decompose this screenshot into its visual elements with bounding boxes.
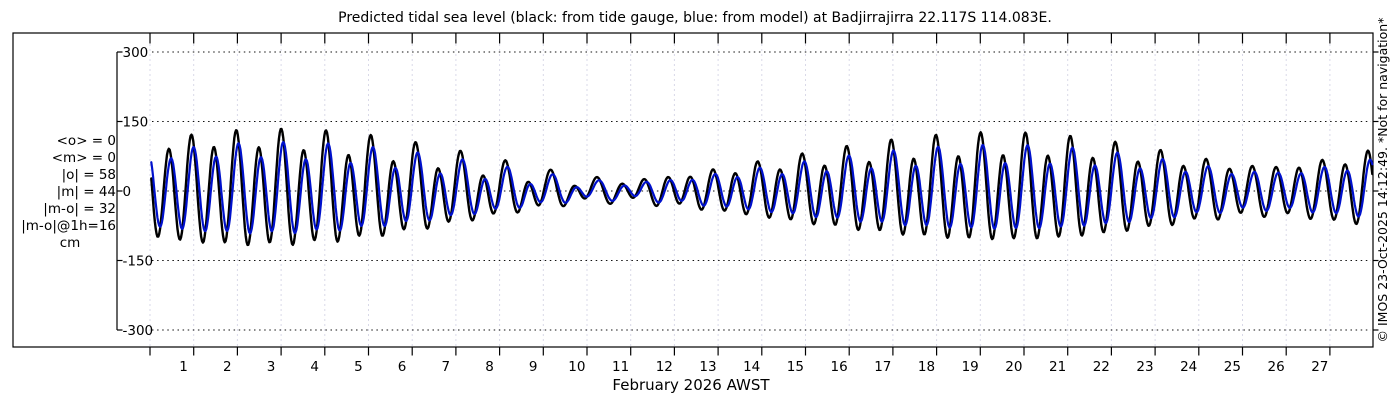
stat-abs-model: |m| = 44 — [57, 184, 116, 200]
x-day-label: 11 — [612, 359, 629, 375]
x-day-label: 7 — [442, 359, 451, 375]
y-tick-label: -150 — [123, 253, 154, 269]
tide-curve-observed — [150, 127, 1374, 247]
x-day-label: 27 — [1311, 359, 1328, 375]
x-day-label: 24 — [1180, 359, 1197, 375]
y-tick-label: 150 — [123, 114, 149, 130]
x-day-label: 26 — [1268, 359, 1285, 375]
tide-curve-model — [150, 140, 1374, 235]
stat-mean-observed: <o> = 0 — [57, 133, 116, 149]
x-day-label: 8 — [485, 359, 494, 375]
x-day-label: 10 — [568, 359, 585, 375]
x-day-label: 4 — [310, 359, 319, 375]
x-day-label: 20 — [1005, 359, 1022, 375]
x-day-label: 21 — [1049, 359, 1066, 375]
stat-abs-diff-1h: |m-o|@1h=16 — [21, 218, 116, 234]
x-day-label: 3 — [267, 359, 276, 375]
x-day-label: 18 — [918, 359, 935, 375]
stat-unit-label: cm — [60, 235, 81, 251]
month-label: February 2026 AWST — [612, 376, 770, 394]
y-tick-label: 300 — [123, 45, 149, 61]
y-tick-label: 0 — [123, 184, 132, 200]
x-day-label: 6 — [398, 359, 407, 375]
x-day-label: 23 — [1136, 359, 1153, 375]
stat-abs-observed: |o| = 58 — [62, 167, 116, 183]
x-day-label: 16 — [831, 359, 848, 375]
tide-curves — [150, 127, 1374, 247]
x-day-label: 5 — [354, 359, 363, 375]
x-day-label: 13 — [699, 359, 716, 375]
x-day-label: 22 — [1093, 359, 1110, 375]
stat-mean-model: <m> = 0 — [52, 150, 116, 166]
axis-ticks — [117, 33, 1379, 356]
copyright-note: © IMOS 23-Oct-2025 14:12:49. *Not for na… — [1375, 18, 1390, 343]
stat-abs-diff: |m-o| = 32 — [43, 201, 116, 217]
x-day-label: 14 — [743, 359, 760, 375]
stats-block: <o> = 0 <m> = 0 |o| = 58 |m| = 44 |m-o| … — [21, 133, 116, 251]
x-day-label: 17 — [874, 359, 891, 375]
x-day-label: 15 — [787, 359, 804, 375]
x-day-label: 9 — [529, 359, 538, 375]
x-day-label: 12 — [656, 359, 673, 375]
y-tick-label: -300 — [123, 323, 154, 339]
page-title: Predicted tidal sea level (black: from t… — [338, 10, 1052, 26]
x-day-label: 19 — [962, 359, 979, 375]
x-day-label: 25 — [1224, 359, 1241, 375]
plot-frame — [12, 32, 1374, 348]
x-day-label: 2 — [223, 359, 232, 375]
x-day-label: 1 — [179, 359, 188, 375]
